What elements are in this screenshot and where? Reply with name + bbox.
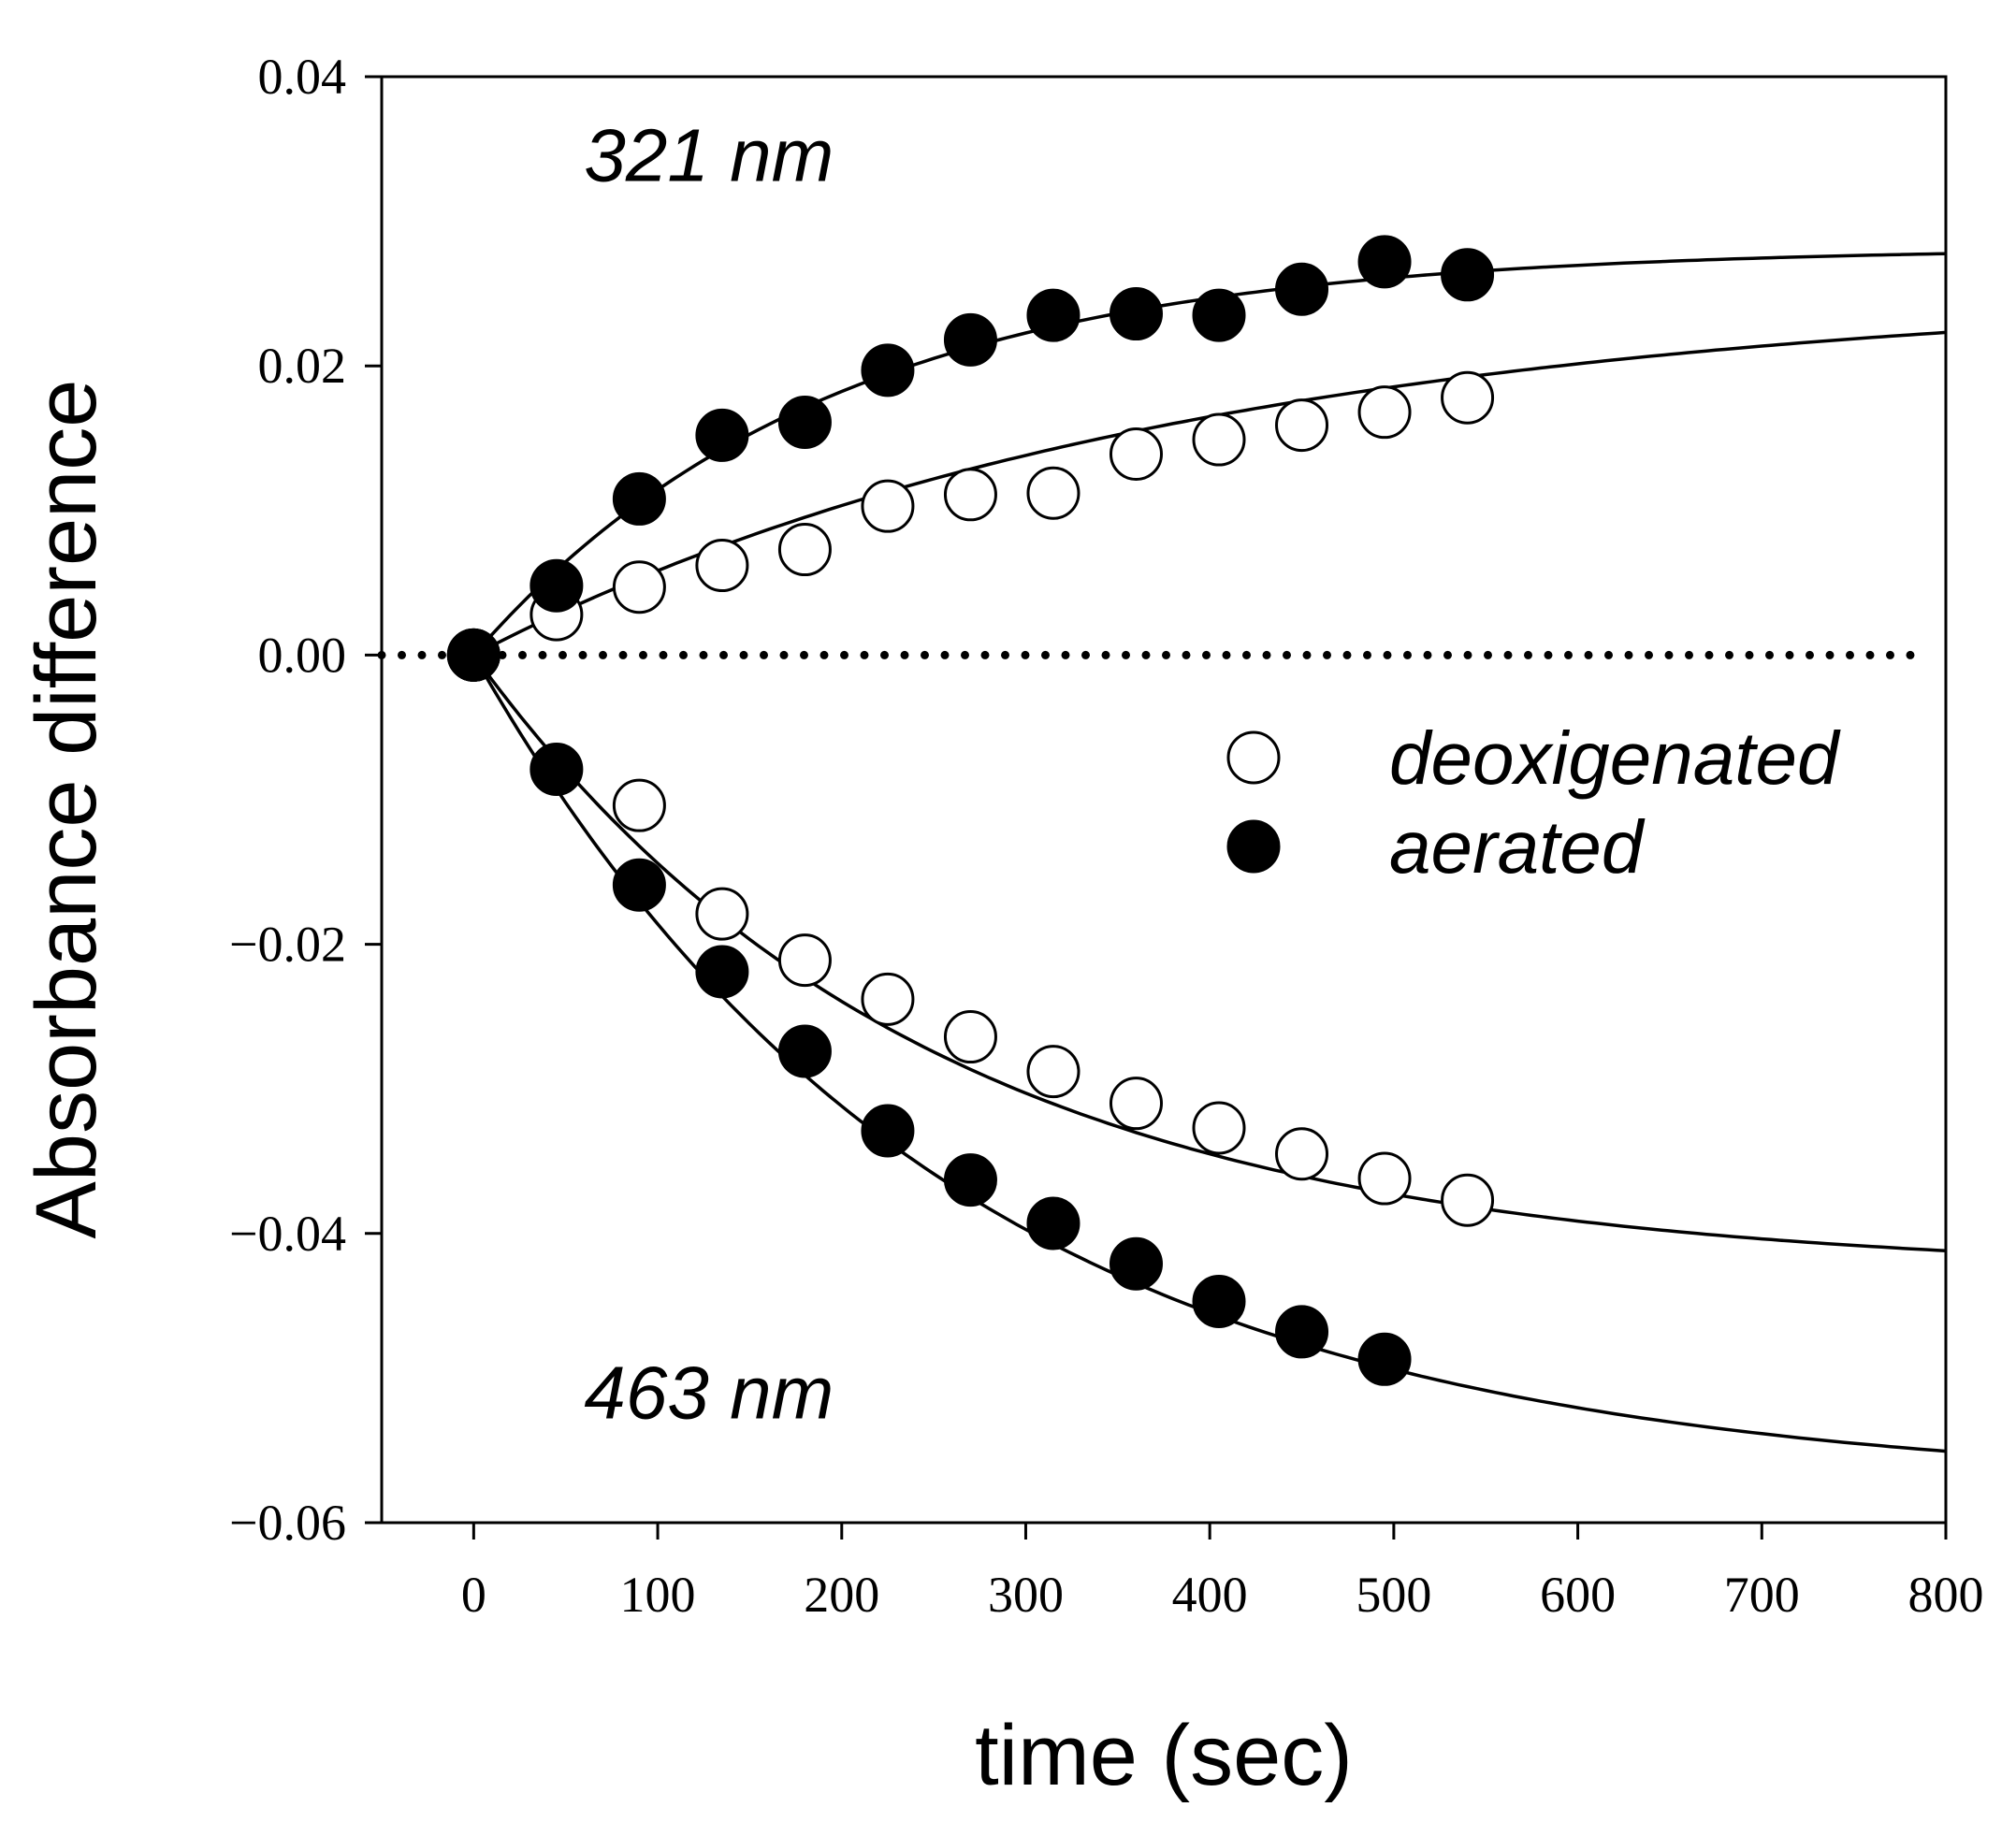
data-point-deoxigenated [861, 972, 915, 1026]
data-point-deoxigenated [612, 778, 666, 832]
x-tick-label: 0 [461, 1567, 486, 1623]
data-point-aerated [1357, 1332, 1412, 1386]
data-point-aerated [529, 558, 584, 613]
plot-border [380, 75, 1948, 1525]
data-point-deoxigenated [1192, 412, 1246, 467]
data-point-deoxigenated [1026, 466, 1081, 520]
data-point-deoxigenated [1357, 385, 1412, 440]
data-point-aerated [529, 743, 584, 797]
data-point-deoxigenated [1109, 427, 1163, 482]
y-tick-label: 0.04 [258, 49, 347, 105]
legend-marker-filled [1226, 819, 1281, 874]
x-tick-label: 800 [1908, 1567, 1984, 1623]
data-point-deoxigenated [1275, 1127, 1329, 1181]
data-point-aerated [612, 858, 666, 912]
data-point-deoxigenated [612, 560, 666, 614]
data-point-deoxigenated [1441, 370, 1495, 425]
legend-label-aerated: aerated [1389, 805, 1646, 889]
y-tick-label: −0.02 [229, 917, 346, 973]
data-point-deoxigenated [1441, 1173, 1495, 1227]
x-tick-label: 200 [804, 1567, 879, 1623]
data-point-aerated [861, 343, 915, 398]
data-point-aerated [1109, 287, 1163, 341]
data-point-aerated [1026, 288, 1081, 342]
y-tick-label: −0.04 [229, 1206, 346, 1262]
data-point-aerated [1441, 248, 1495, 302]
data-point-aerated [1192, 288, 1246, 342]
plot-frame [380, 75, 1948, 1525]
x-tick-label: 300 [988, 1567, 1064, 1623]
data-point-deoxigenated [695, 887, 749, 941]
legend-marker-open [1226, 730, 1281, 785]
x-tick-label: 600 [1540, 1567, 1616, 1623]
x-axis-title: time (sec) [975, 1708, 1353, 1803]
x-tick-label: 700 [1724, 1567, 1800, 1623]
fit-curve-deoxigenated-321nm [472, 330, 1947, 657]
legend-label-deoxigenated: deoxigenated [1389, 716, 1841, 800]
data-point-aerated [777, 395, 832, 449]
data-point-deoxigenated [1026, 1045, 1081, 1099]
data-point-deoxigenated [861, 479, 915, 533]
data-point-deoxigenated [1357, 1151, 1412, 1206]
data-point-aerated [1192, 1274, 1246, 1328]
data-point-aerated [1357, 235, 1412, 289]
data-point-deoxigenated [1275, 398, 1329, 453]
data-point-deoxigenated [943, 1010, 997, 1064]
data-point-deoxigenated [695, 539, 749, 593]
data-point-aerated [1275, 1305, 1329, 1359]
y-tick-label: 0.02 [258, 338, 347, 394]
x-tick-label: 100 [620, 1567, 696, 1623]
data-point-aerated [943, 1153, 997, 1207]
data-point-aerated [1275, 262, 1329, 316]
data-point-deoxigenated [1109, 1077, 1163, 1131]
data-point-aerated [446, 628, 500, 682]
data-point-aerated [1109, 1236, 1163, 1291]
data-point-deoxigenated [1192, 1101, 1246, 1155]
data-point-aerated [612, 471, 666, 526]
data-point-deoxigenated [777, 933, 832, 988]
y-tick-label: 0.00 [258, 627, 347, 683]
data-point-aerated [943, 312, 997, 367]
x-tick-label: 400 [1172, 1567, 1248, 1623]
legend: deoxigenated aerated [1226, 716, 1841, 889]
annotation-463nm: 463 nm [584, 1352, 834, 1435]
y-axis-title: Absorbance difference [19, 380, 114, 1239]
data-point-aerated [861, 1104, 915, 1158]
data-point-deoxigenated [777, 523, 832, 577]
data-point-aerated [695, 408, 749, 462]
data-points [446, 235, 1495, 1386]
data-point-aerated [777, 1024, 832, 1078]
axis-ticks: 0 100 200 300 400 500 600 700 800 0.04 0.02 0.00 −0.… [229, 49, 1983, 1623]
x-tick-label: 500 [1356, 1567, 1431, 1623]
y-tick-label: −0.06 [229, 1495, 346, 1551]
data-point-deoxigenated [943, 468, 997, 522]
data-point-aerated [1026, 1196, 1081, 1251]
annotation-321nm: 321 nm [584, 113, 834, 196]
data-point-aerated [695, 945, 749, 999]
